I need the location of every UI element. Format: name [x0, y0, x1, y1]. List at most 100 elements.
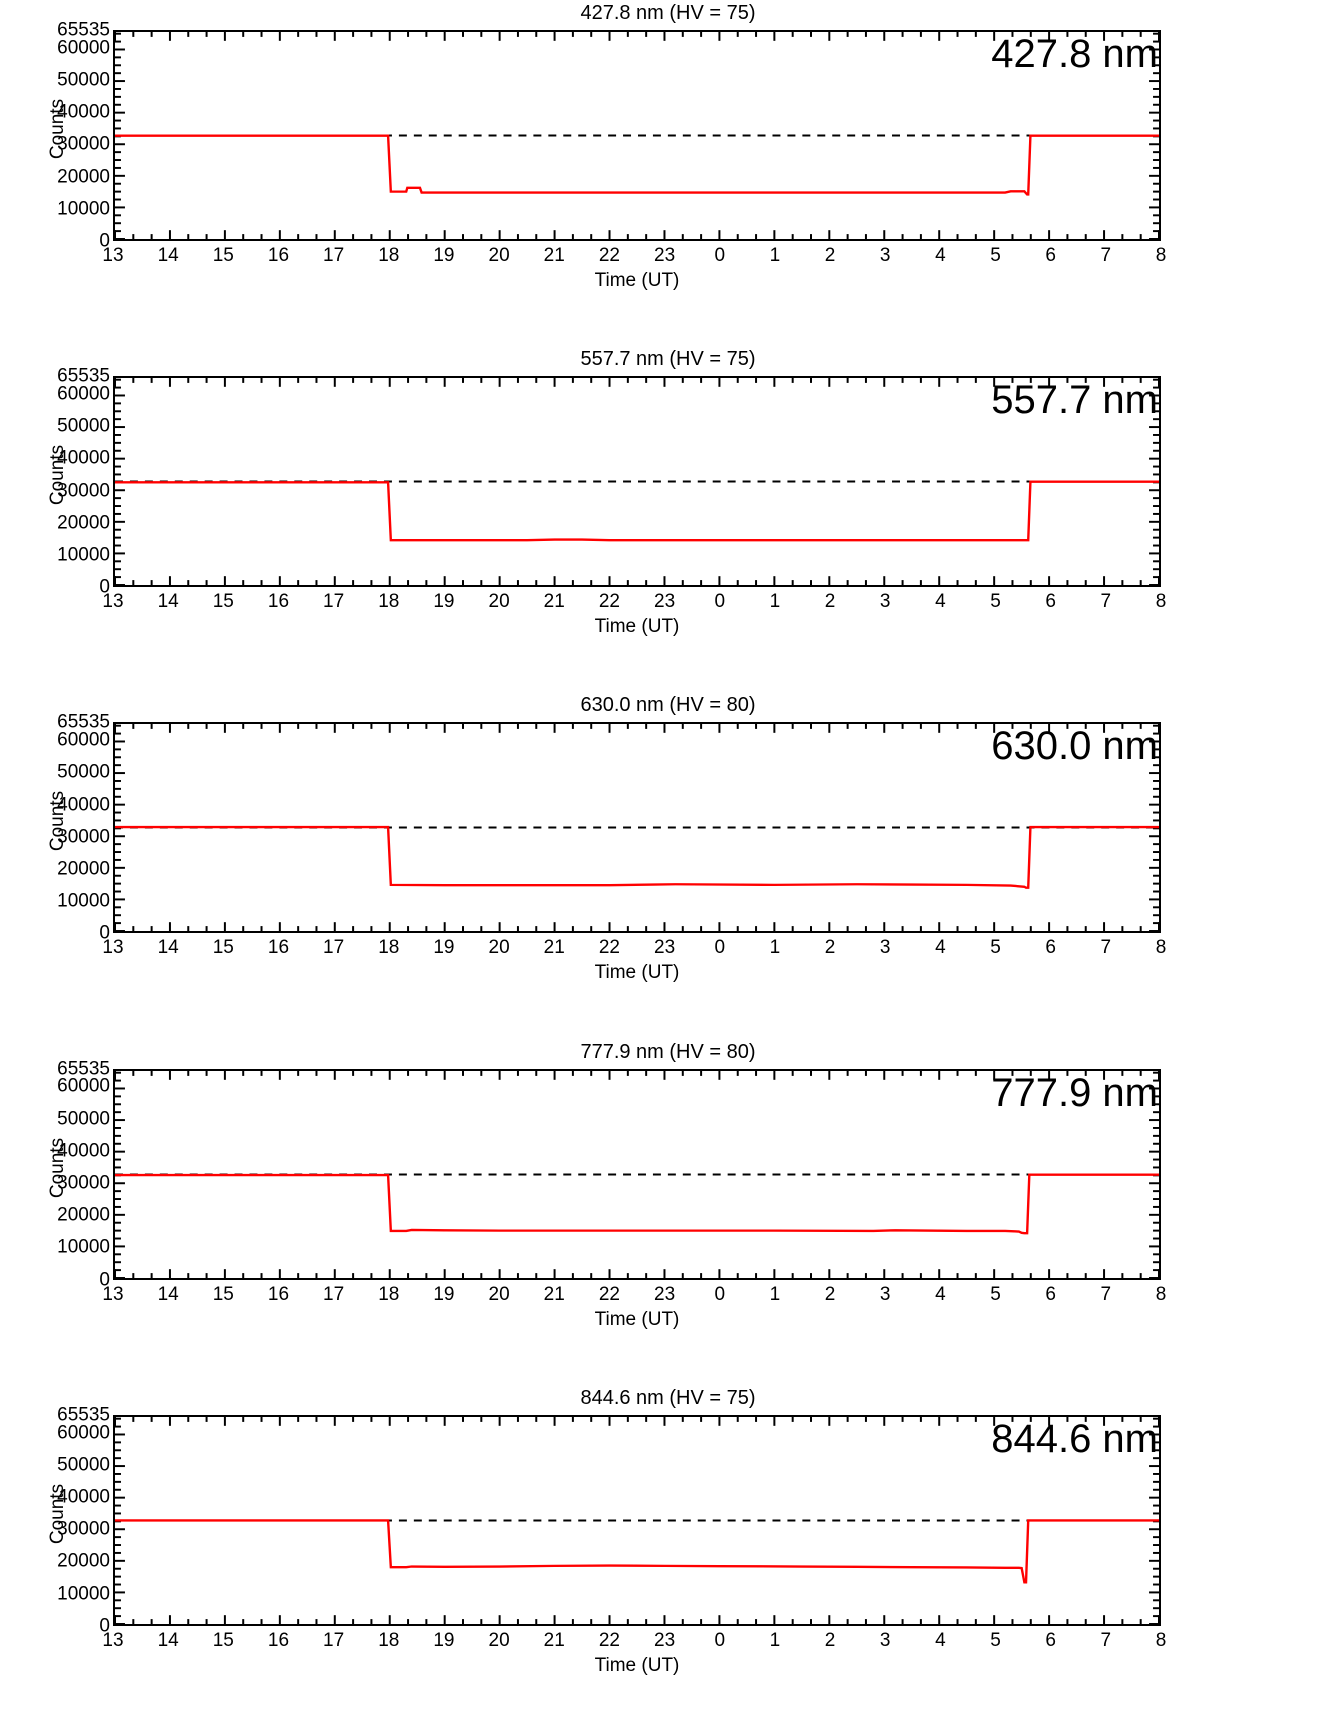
- y-tick-label: 40000: [57, 447, 110, 469]
- panel-annotation: 777.9 nm: [991, 1070, 1158, 1115]
- x-tick-label: 17: [323, 245, 345, 266]
- x-tick-label: 7: [1100, 1283, 1112, 1305]
- y-tick-label: 40000: [57, 101, 110, 123]
- y-tick-label: 50000: [57, 761, 110, 783]
- x-tick-labels: 13 14 15 16 17 18 19 20 21 22 23 0 1 2 3 4 5 6 7 8: [0, 1039, 1336, 1385]
- panel-annotation: 557.7 nm: [991, 378, 1158, 423]
- x-tick-label: 3: [879, 591, 891, 613]
- x-tick-label: 8: [1155, 937, 1167, 959]
- x-tick-label: 20: [488, 245, 510, 266]
- plot-canvas: [115, 32, 1159, 239]
- x-tick-label: 23: [654, 1629, 676, 1651]
- x-tick-label: 13: [102, 937, 124, 959]
- x-tick-label: 1: [769, 1283, 781, 1305]
- x-tick-label: 21: [543, 591, 565, 613]
- x-tick-label: 17: [323, 591, 345, 613]
- plot-area: [113, 1414, 1161, 1626]
- y-tick-label: 30000: [57, 1518, 110, 1540]
- x-tick-label: 8: [1155, 1283, 1167, 1305]
- x-tick-label: 16: [267, 591, 290, 613]
- y-tick-label: 65535: [57, 1058, 110, 1080]
- x-tick-label: 4: [935, 591, 946, 613]
- x-tick-label: 4: [935, 937, 946, 959]
- x-tick-label: 2: [824, 591, 836, 613]
- y-tick-label: 50000: [57, 1108, 110, 1130]
- plot-canvas: [115, 724, 1159, 932]
- plot-area: [113, 722, 1161, 934]
- y-tick-label: 60000: [57, 37, 110, 59]
- x-tick-label: 18: [378, 591, 400, 613]
- data-series-line: [115, 134, 1159, 196]
- y-tick-label: 60000: [57, 1075, 110, 1097]
- y-tick-label: 30000: [57, 480, 110, 502]
- x-tick-label: 14: [157, 1283, 179, 1305]
- y-tick-label: 20000: [57, 1550, 110, 1572]
- x-tick-label: 18: [378, 245, 400, 266]
- x-axis-title: Time (UT): [594, 962, 680, 984]
- y-tick-label: 0: [99, 230, 110, 252]
- x-tick-label: 16: [267, 245, 290, 266]
- x-tick-label: 1: [769, 245, 781, 266]
- x-tick-label: 0: [714, 245, 726, 266]
- data-series-line: [115, 480, 1159, 542]
- y-tick-label: 30000: [57, 133, 110, 155]
- x-tick-label: 17: [323, 1283, 345, 1305]
- x-axis-title: Time (UT): [594, 616, 680, 638]
- x-tick-label: 16: [267, 1629, 290, 1651]
- x-tick-label: 6: [1045, 245, 1056, 266]
- x-tick-labels: 13 14 15 16 17 18 19 20 21 22 23 0 1 2 3 4 5 6 7 8: [0, 1385, 1336, 1731]
- panel-title: 777.9 nm (HV = 80): [580, 1040, 756, 1063]
- tick-marks: [115, 1070, 1159, 1278]
- x-tick-label: 3: [879, 937, 891, 959]
- panel-title: 630.0 nm (HV = 80): [580, 694, 756, 717]
- x-tick-label: 18: [378, 1629, 400, 1651]
- x-tick-label: 2: [824, 1629, 836, 1651]
- x-tick-label: 19: [433, 1283, 455, 1305]
- panel-annotation: 844.6 nm: [991, 1416, 1158, 1461]
- x-tick-label: 23: [654, 591, 676, 613]
- y-tick-labels: 0 10000 20000 30000 40000 50000 60000 65535: [0, 692, 110, 1038]
- y-tick-label: 0: [99, 576, 110, 598]
- x-tick-label: 2: [824, 1283, 836, 1305]
- x-tick-label: 22: [598, 1629, 620, 1651]
- x-tick-label: 7: [1100, 1629, 1112, 1651]
- plot-canvas: [115, 378, 1159, 586]
- y-tick-label: 40000: [57, 1486, 110, 1508]
- x-tick-label: 22: [598, 245, 620, 266]
- panel-title: 427.8 nm (HV = 75): [580, 2, 756, 24]
- plot-area: [113, 30, 1161, 241]
- y-tick-label: 10000: [57, 198, 110, 220]
- panel-630: 630.0 nm (HV = 80) Counts 0 10000 20000 30000…: [0, 692, 1336, 1038]
- x-tick-label: 3: [879, 1629, 891, 1651]
- x-tick-label: 14: [157, 1629, 179, 1651]
- tick-marks: [115, 1416, 1159, 1624]
- y-tick-labels: 0 10000 20000 30000 40000 50000 60000 65535: [0, 0, 110, 346]
- x-tick-label: 3: [879, 1283, 891, 1305]
- y-tick-label: 40000: [57, 794, 110, 816]
- x-tick-label: 21: [543, 937, 565, 959]
- y-tick-label: 65535: [57, 19, 110, 41]
- x-tick-label: 15: [212, 1283, 234, 1305]
- x-tick-label: 15: [212, 591, 234, 613]
- x-tick-label: 0: [714, 937, 726, 959]
- x-tick-labels: 13 14 15 16 17 18 19 20 21 22 23 0 1 2 3 4 5 6 7 8: [0, 0, 1336, 346]
- x-tick-label: 17: [323, 1629, 345, 1651]
- x-tick-label: 13: [102, 1629, 124, 1651]
- x-tick-labels: 13 14 15 16 17 18 19 20 21 22 23 0 1 2 3 4 5 6 7 8: [0, 692, 1336, 1038]
- x-tick-label: 8: [1155, 591, 1167, 613]
- y-tick-label: 10000: [57, 1583, 110, 1605]
- x-tick-label: 16: [267, 937, 290, 959]
- panel-annotation: 427.8 nm: [991, 32, 1158, 76]
- x-tick-label: 2: [824, 245, 836, 266]
- y-tick-label: 65535: [57, 711, 110, 733]
- x-tick-label: 19: [433, 1629, 455, 1651]
- y-tick-label: 30000: [57, 826, 110, 848]
- x-tick-label: 22: [598, 591, 620, 613]
- x-tick-label: 13: [102, 245, 124, 266]
- y-tick-label: 10000: [57, 544, 110, 566]
- x-tick-label: 13: [102, 591, 124, 613]
- x-tick-label: 4: [935, 245, 946, 266]
- x-tick-label: 4: [935, 1283, 946, 1305]
- panel-title: 557.7 nm (HV = 75): [580, 348, 756, 371]
